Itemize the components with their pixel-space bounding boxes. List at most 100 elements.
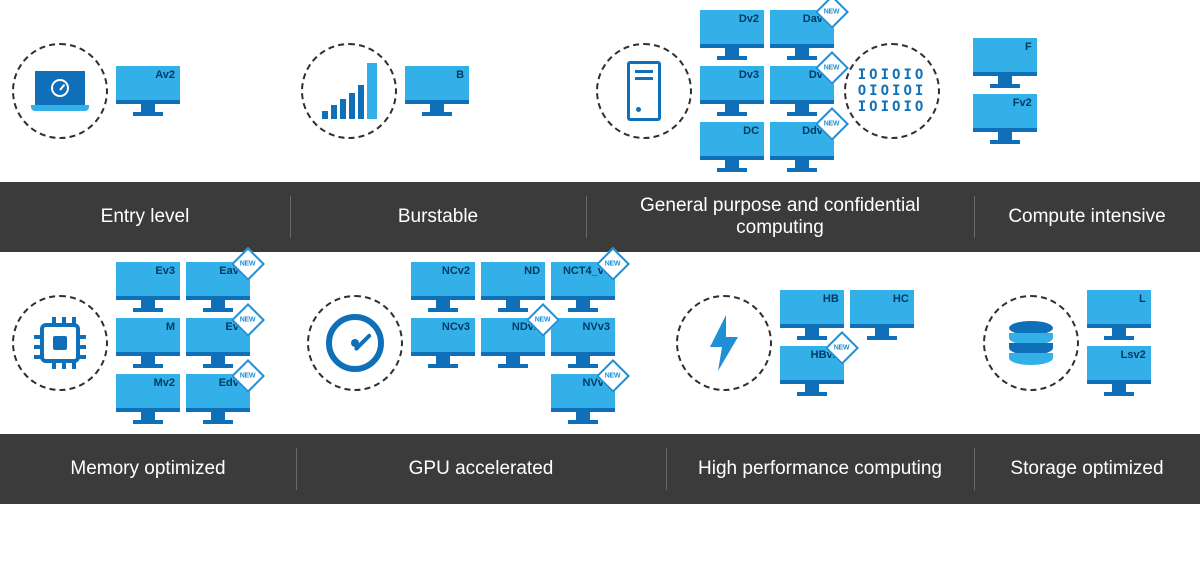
monitor-row: L bbox=[1087, 290, 1151, 340]
monitor-row: Ev3 NEWEav4 bbox=[116, 262, 250, 312]
category-storage: L Lsv2 bbox=[973, 290, 1198, 396]
new-badge-text: NEW bbox=[824, 65, 839, 72]
monitor-grid-general: Dv2NEWDav4Dv3NEWDv4DCNEWDdv4 bbox=[700, 10, 834, 172]
monitor-screen: DC bbox=[700, 122, 764, 160]
monitor-row: Dv3NEWDv4 bbox=[700, 66, 834, 116]
monitor-Dav4: NEWDav4 bbox=[770, 10, 834, 60]
monitor-NVv3: NVv3 bbox=[551, 318, 615, 368]
monitor-row: NEWHBv2 bbox=[780, 346, 914, 396]
monitor-grid-memory: Ev3 NEWEav4 M NEWEv4 Mv2 NEWEdv4 bbox=[116, 262, 250, 424]
bolt-icon bbox=[704, 313, 744, 373]
monitor-label: F bbox=[1025, 41, 1032, 53]
monitor-Mv2: Mv2 bbox=[116, 374, 180, 424]
label-burstable: Burstable bbox=[290, 182, 586, 252]
monitor-HB: HB bbox=[780, 290, 844, 340]
monitor-NCv2: NCv2 bbox=[411, 262, 475, 312]
monitor-placeholder bbox=[411, 374, 475, 424]
chip-icon bbox=[40, 323, 80, 363]
binary-icon: IOIOIOOIOIOIIOIOIO bbox=[858, 67, 927, 115]
monitor-row: DCNEWDdv4 bbox=[700, 122, 834, 172]
monitor-NVv4: NEWNVv4 bbox=[551, 374, 615, 424]
monitor-label: HB bbox=[823, 293, 839, 305]
icon-circle-memory bbox=[12, 295, 108, 391]
monitor-screen: HC bbox=[850, 290, 914, 328]
monitor-screen: Lsv2 bbox=[1087, 346, 1151, 384]
monitor-HC: HC bbox=[850, 290, 914, 340]
category-compute: F Fv2 bbox=[973, 38, 1198, 144]
monitor-Dv4: NEWDv4 bbox=[770, 66, 834, 116]
monitor-screen: M bbox=[116, 318, 180, 356]
category-hpc: HB HC NEWHBv2 bbox=[666, 290, 973, 396]
monitor-row: HB HC bbox=[780, 290, 914, 340]
monitor-row: Av2 bbox=[116, 66, 180, 116]
gauge-icon bbox=[326, 314, 384, 372]
monitor-screen: Ev3 bbox=[116, 262, 180, 300]
monitor-label: HC bbox=[893, 293, 909, 305]
new-badge-text: NEW bbox=[240, 261, 255, 268]
monitor-placeholder bbox=[481, 374, 545, 424]
icon-circle-storage bbox=[983, 295, 1079, 391]
monitor-L: L bbox=[1087, 290, 1151, 340]
monitor-ND: ND bbox=[481, 262, 545, 312]
monitor-label: Ev3 bbox=[155, 265, 175, 277]
icon-circle-hpc bbox=[676, 295, 772, 391]
monitor-screen: B bbox=[405, 66, 469, 104]
monitor-Ev4: NEWEv4 bbox=[186, 318, 250, 368]
vm-families-infographic: Av2BDv2NEWDav4Dv3NEWDv4DCNEWDdv4IOIOIOOI… bbox=[0, 0, 1200, 504]
monitor-M: M bbox=[116, 318, 180, 368]
category-burstable: B bbox=[291, 43, 586, 139]
monitor-Fv2: Fv2 bbox=[973, 94, 1037, 144]
label-memory: Memory optimized bbox=[0, 434, 296, 504]
monitor-Lsv2: Lsv2 bbox=[1087, 346, 1151, 396]
server-icon bbox=[627, 61, 661, 121]
monitor-screen: Dv3 bbox=[700, 66, 764, 104]
bar-chart-icon bbox=[322, 63, 377, 119]
monitor-label: Mv2 bbox=[154, 377, 175, 389]
monitor-NDv2: NEWNDv2 bbox=[481, 318, 545, 368]
label-general: General purpose and confidential computi… bbox=[586, 182, 974, 252]
monitor-Eav4: NEWEav4 bbox=[186, 262, 250, 312]
monitor-B: B bbox=[405, 66, 469, 116]
monitor-grid-burstable: B bbox=[405, 66, 469, 116]
icon-circle-general bbox=[596, 43, 692, 139]
visual-row-1: Ev3NEWEav4MNEWEv4Mv2NEWEdv4NCv2NDNEWNCT4… bbox=[0, 252, 1200, 434]
new-badge-text: NEW bbox=[535, 317, 550, 324]
monitor-label: NVv3 bbox=[582, 321, 610, 333]
monitor-row: NEWNVv4 bbox=[411, 374, 615, 424]
monitor-label: NCv3 bbox=[442, 321, 470, 333]
new-badge-text: NEW bbox=[824, 121, 839, 128]
monitor-label: B bbox=[456, 69, 464, 81]
monitor-Dv2: Dv2 bbox=[700, 10, 764, 60]
monitor-grid-gpu: NCv2NDNEWNCT4_v3NCv3NEWNDv2NVv3NEWNVv4 bbox=[411, 262, 615, 424]
icon-circle-burstable bbox=[301, 43, 397, 139]
monitor-screen: Dv2 bbox=[700, 10, 764, 48]
monitor-label: Av2 bbox=[155, 69, 175, 81]
monitor-row: F bbox=[973, 38, 1037, 88]
label-gpu: GPU accelerated bbox=[296, 434, 666, 504]
monitor-Ev3: Ev3 bbox=[116, 262, 180, 312]
monitor-label: M bbox=[166, 321, 175, 333]
monitor-screen: F bbox=[973, 38, 1037, 76]
new-badge-text: NEW bbox=[605, 373, 620, 380]
label-hpc: High performance computing bbox=[666, 434, 974, 504]
monitor-screen: Av2 bbox=[116, 66, 180, 104]
monitor-screen: Mv2 bbox=[116, 374, 180, 412]
category-entry: Av2 bbox=[2, 43, 291, 139]
new-badge-text: NEW bbox=[605, 261, 620, 268]
category-gpu: NCv2NDNEWNCT4_v3NCv3NEWNDv2NVv3NEWNVv4 bbox=[297, 262, 666, 424]
category-memory: Ev3 NEWEav4 M NEWEv4 Mv2 NEWEdv4 bbox=[2, 262, 297, 424]
visual-row-0: Av2BDv2NEWDav4Dv3NEWDv4DCNEWDdv4IOIOIOOI… bbox=[0, 0, 1200, 182]
monitor-label: NCv2 bbox=[442, 265, 470, 277]
new-badge-text: NEW bbox=[240, 317, 255, 324]
monitor-screen: NVv3 bbox=[551, 318, 615, 356]
monitor-Av2: Av2 bbox=[116, 66, 180, 116]
monitor-grid-storage: L Lsv2 bbox=[1087, 290, 1151, 396]
monitor-screen: ND bbox=[481, 262, 545, 300]
monitor-row: Fv2 bbox=[973, 94, 1037, 144]
new-badge-text: NEW bbox=[824, 9, 839, 16]
label-row-0: Entry levelBurstableGeneral purpose and … bbox=[0, 182, 1200, 252]
monitor-row: M NEWEv4 bbox=[116, 318, 250, 368]
monitor-Edv4: NEWEdv4 bbox=[186, 374, 250, 424]
monitor-row: Mv2 NEWEdv4 bbox=[116, 374, 250, 424]
label-compute: Compute intensive bbox=[974, 182, 1200, 252]
